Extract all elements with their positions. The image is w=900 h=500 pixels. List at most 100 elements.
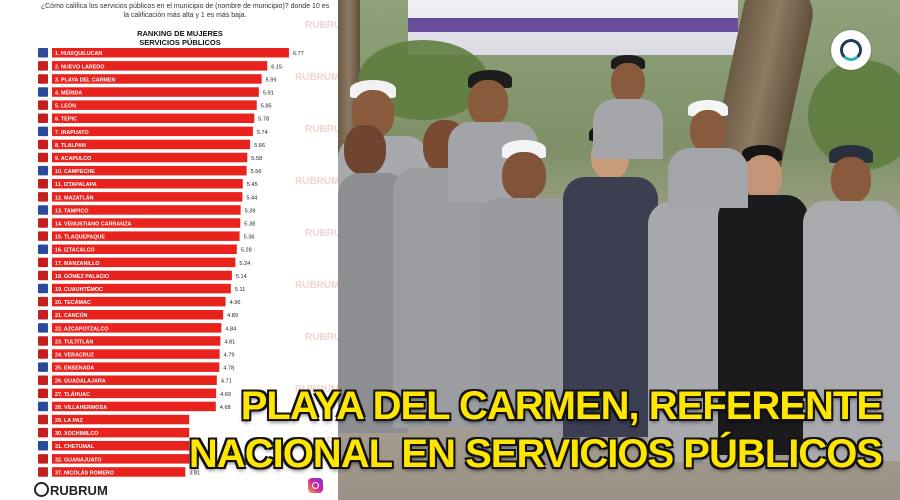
worker: [803, 145, 900, 461]
bar: [52, 257, 236, 268]
bar: [52, 126, 253, 137]
party-logo-icon: [38, 441, 48, 451]
bar: [52, 296, 226, 307]
category-label: 4. MÉRIDA: [55, 89, 82, 97]
value-label: 5.45: [247, 182, 258, 188]
party-logo-icon: [38, 244, 48, 254]
ranking-chart-panel: ¿Cómo califica los servicios públicos en…: [0, 0, 338, 500]
category-label: 37. NICOLÁS ROMERO: [55, 469, 114, 476]
bar: [52, 401, 216, 412]
bar: [52, 165, 247, 176]
party-logo-icon: [38, 139, 48, 150]
category-label: 20. TECÁMAC: [55, 299, 91, 306]
value-label: 4.84: [225, 326, 236, 332]
value-label: 5.28: [241, 248, 252, 254]
worker: [593, 55, 663, 159]
bar: [52, 310, 224, 320]
bar: [52, 231, 240, 241]
rubrum-logo-text: RUBRUM: [50, 483, 108, 498]
value-label: 5.38: [244, 222, 255, 228]
bar: [52, 87, 259, 97]
headline-line-2: NACIONAL EN SERVICIOS PÚBLICOS: [188, 432, 883, 476]
category-label: 31. CHETUMAL: [55, 444, 95, 450]
bar: [52, 192, 243, 202]
woman-center: [563, 125, 658, 437]
party-logo-icon: [38, 310, 48, 320]
value-label: 6.15: [271, 64, 282, 70]
bar: [52, 48, 289, 58]
category-label: 19. CUAUHTÉMOC: [55, 285, 103, 293]
value-label: 5.58: [251, 156, 262, 162]
value-label: 4.68: [220, 405, 231, 411]
category-label: 27. TLÁHUAC: [55, 391, 90, 398]
party-logo-icon: [38, 336, 48, 346]
category-label: 13. TAMPICO: [55, 208, 88, 214]
value-label: 5.44: [246, 195, 257, 201]
bar: [52, 467, 186, 477]
party-logo-icon: [38, 270, 48, 281]
party-logo-icon: [38, 414, 48, 425]
value-label: 4.96: [230, 300, 241, 306]
category-label: 17. MANZANILLO: [55, 261, 100, 267]
party-logo-icon: [38, 179, 48, 189]
category-label: 10. CAMPECHE: [55, 169, 95, 175]
watermark-label: RUBRUM: [305, 124, 338, 135]
party-logo-icon: [38, 126, 48, 137]
media-logo-icon: [831, 30, 871, 70]
party-logo-icon: [38, 467, 48, 477]
value-label: 4.89: [227, 313, 238, 319]
value-label: 4.79: [224, 353, 235, 359]
value-label: 4.71: [221, 379, 232, 385]
party-logo-icon: [38, 296, 48, 307]
value-label: 3.81: [189, 470, 200, 476]
value-label: 6.77: [293, 51, 304, 57]
bar: [52, 205, 241, 215]
value-label: 5.66: [254, 143, 265, 149]
watermark-label: RUBRUM: [295, 176, 338, 187]
category-label: 22. AZCAPOTZALCO: [55, 326, 108, 332]
value-label: 5.99: [266, 77, 277, 83]
party-logo-icon: [38, 218, 48, 228]
survey-question: ¿Cómo califica los servicios públicos en…: [40, 3, 330, 19]
bar: [52, 375, 217, 385]
party-logo-icon: [38, 283, 48, 294]
bar: [52, 362, 220, 372]
party-logo-icon: [38, 349, 48, 359]
headline-line-1: PLAYA DEL CARMEN, REFERENTE: [240, 384, 883, 428]
party-logo-icon: [38, 454, 48, 464]
category-label: 7. IRAPUATO: [55, 130, 89, 136]
value-label: 5.14: [236, 274, 247, 280]
party-logo-icon: [38, 192, 48, 202]
category-label: 8. TLALPAN: [55, 143, 86, 149]
value-label: 5.74: [257, 130, 268, 136]
value-label: 4.69: [220, 392, 231, 398]
category-label: 21. CANCÚN: [55, 312, 87, 319]
category-label: 1. HUIXQUILUCAN: [55, 51, 102, 57]
category-label: 29. LA PAZ: [55, 418, 84, 424]
value-label: 4.78: [223, 366, 234, 372]
category-label: 18. GÓMEZ PALACIO: [55, 272, 109, 280]
party-logo-icon: [38, 375, 48, 385]
category-label: 5. LEÓN: [55, 102, 76, 110]
instagram-icon: [308, 478, 323, 493]
bar: [52, 100, 257, 110]
bar: [52, 179, 243, 189]
category-label: 2. NUEVO LAREDO: [55, 64, 104, 70]
category-label: 16. IZTACALCO: [55, 248, 95, 254]
bar: [52, 270, 232, 281]
woman-right: [718, 145, 808, 455]
watermark-label: RUBRUM: [305, 332, 338, 343]
bar: [52, 61, 268, 71]
party-logo-icon: [38, 362, 48, 372]
category-label: 32. GUANAJUATO: [55, 457, 102, 463]
party-logo-icon: [38, 87, 48, 97]
bar: [52, 113, 255, 123]
category-label: 14. VENUSTIANO CARRANZA: [55, 222, 131, 228]
category-label: 9. ACAPULCO: [55, 156, 91, 162]
category-label: 23. TULTITLÁN: [55, 338, 93, 345]
value-label: 4.81: [224, 339, 235, 345]
category-label: 3. PLAYA DEL CARMEN: [55, 77, 116, 83]
party-logo-icon: [38, 100, 48, 110]
bar: [52, 283, 231, 294]
bar: [52, 454, 190, 464]
